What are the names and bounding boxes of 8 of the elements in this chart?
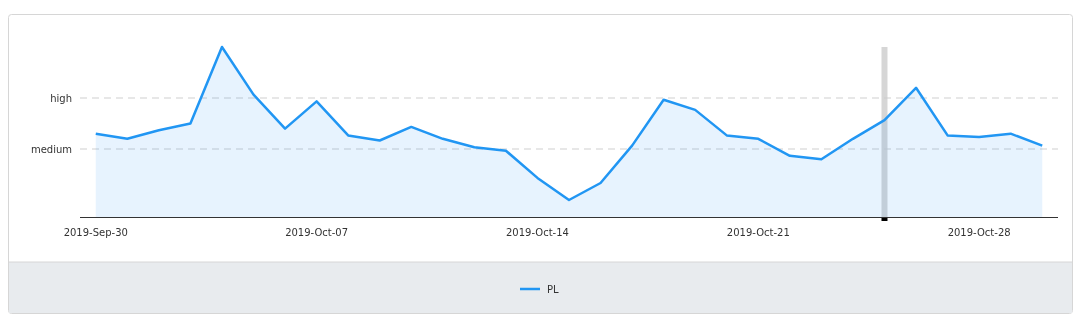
- x-tick-label: 2019-Sep-30: [63, 227, 128, 238]
- x-tick-label: 2019-Oct-14: [505, 227, 569, 238]
- ref-line-label: high: [50, 93, 72, 104]
- legend-label: PL: [547, 284, 560, 295]
- x-tick-label: 2019-Oct-07: [285, 227, 349, 238]
- ref-line-label: medium: [30, 144, 72, 155]
- x-tick-label: 2019-Oct-21: [726, 227, 790, 238]
- x-tick-label: 2019-Oct-28: [947, 227, 1011, 238]
